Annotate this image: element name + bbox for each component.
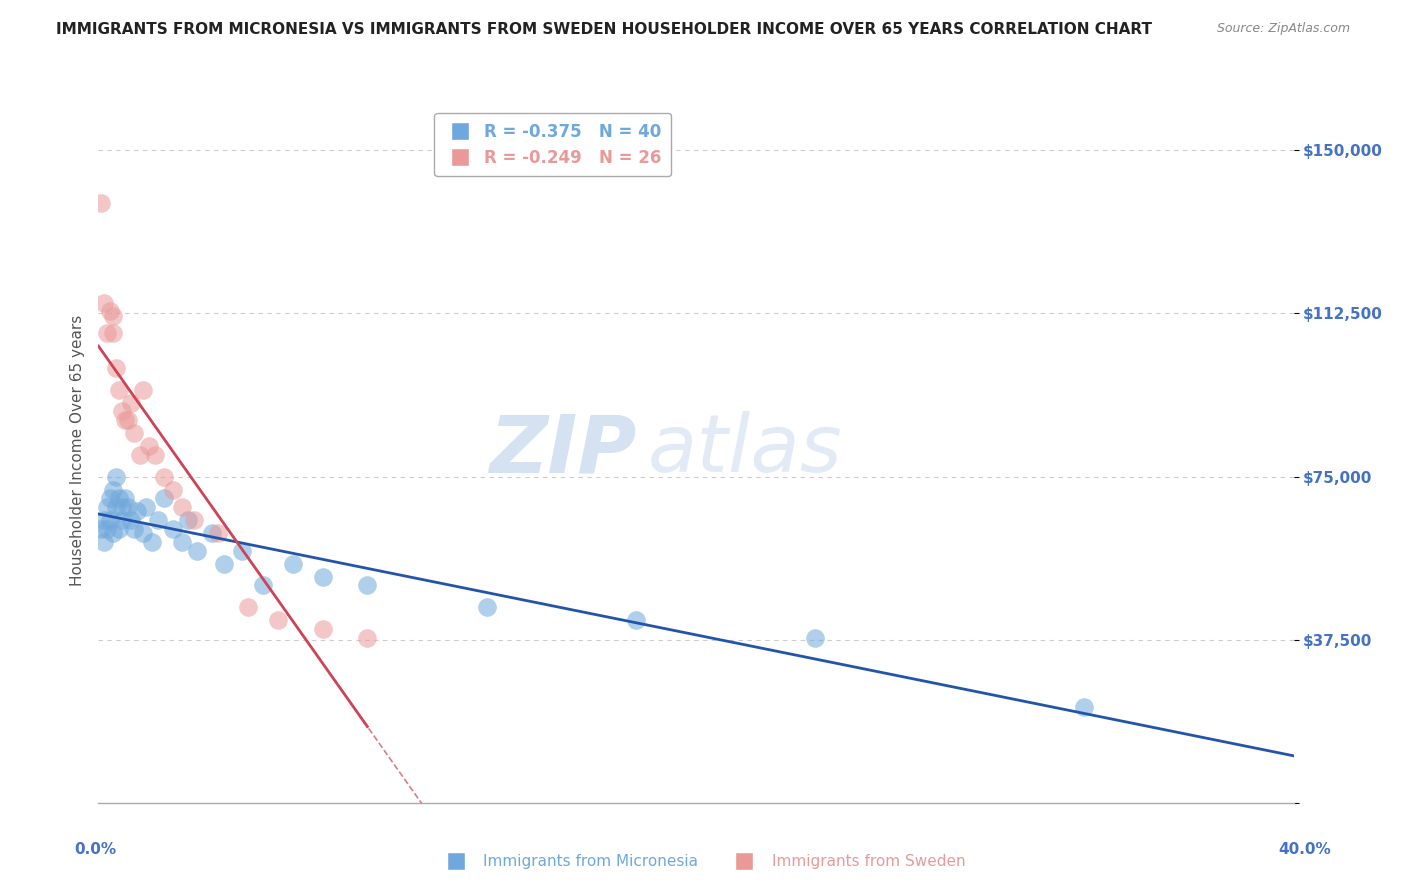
Point xyxy=(120,395,142,409)
Point xyxy=(114,491,136,506)
Point xyxy=(148,513,170,527)
Point xyxy=(98,491,122,506)
Point xyxy=(162,483,184,497)
Point xyxy=(172,534,194,549)
Point xyxy=(98,304,122,318)
Point xyxy=(117,500,139,514)
Point xyxy=(281,557,304,571)
Point xyxy=(129,448,152,462)
Point xyxy=(177,513,200,527)
Point xyxy=(132,526,155,541)
Point xyxy=(98,513,122,527)
Point xyxy=(804,631,827,645)
Point xyxy=(96,326,118,340)
Point xyxy=(207,526,229,541)
Point xyxy=(108,491,131,506)
Text: atlas: atlas xyxy=(648,411,844,490)
Point xyxy=(356,578,378,592)
Point xyxy=(231,543,253,558)
Point xyxy=(132,383,155,397)
Point xyxy=(138,439,160,453)
Point xyxy=(626,613,648,627)
Point xyxy=(111,500,134,514)
Point xyxy=(108,383,131,397)
Text: ZIP: ZIP xyxy=(489,411,637,490)
Point xyxy=(153,469,176,483)
Point xyxy=(1073,700,1095,714)
Text: IMMIGRANTS FROM MICRONESIA VS IMMIGRANTS FROM SWEDEN HOUSEHOLDER INCOME OVER 65 : IMMIGRANTS FROM MICRONESIA VS IMMIGRANTS… xyxy=(56,22,1153,37)
Point xyxy=(124,522,146,536)
Point xyxy=(124,425,146,440)
Point xyxy=(120,513,142,527)
Point xyxy=(356,631,378,645)
Point xyxy=(93,295,115,310)
Point xyxy=(103,326,125,340)
Point xyxy=(111,513,134,527)
Point xyxy=(311,622,333,636)
Y-axis label: Householder Income Over 65 years: Householder Income Over 65 years xyxy=(69,315,84,586)
Point xyxy=(252,578,274,592)
Point xyxy=(96,500,118,514)
Legend: R = -0.375   N = 40, R = -0.249   N = 26: R = -0.375 N = 40, R = -0.249 N = 26 xyxy=(434,113,671,177)
Text: Source: ZipAtlas.com: Source: ZipAtlas.com xyxy=(1216,22,1350,36)
Text: 0.0%: 0.0% xyxy=(75,842,117,856)
Point xyxy=(105,360,128,375)
Point xyxy=(127,504,149,518)
Point xyxy=(143,448,166,462)
Point xyxy=(96,522,118,536)
Point xyxy=(311,569,333,583)
Point xyxy=(114,413,136,427)
Point xyxy=(212,557,235,571)
Point xyxy=(183,513,205,527)
Point xyxy=(108,522,131,536)
Point xyxy=(103,483,125,497)
Text: 40.0%: 40.0% xyxy=(1278,842,1331,856)
Point xyxy=(475,600,498,615)
Point xyxy=(141,534,163,549)
Point xyxy=(105,500,128,514)
Point xyxy=(93,513,115,527)
Point xyxy=(90,195,112,210)
Legend: Immigrants from Micronesia, Immigrants from Sweden: Immigrants from Micronesia, Immigrants f… xyxy=(434,848,972,875)
Point xyxy=(93,534,115,549)
Point xyxy=(111,404,134,418)
Point xyxy=(103,309,125,323)
Point xyxy=(172,500,194,514)
Point xyxy=(117,413,139,427)
Point xyxy=(201,526,224,541)
Point xyxy=(135,500,157,514)
Point xyxy=(162,522,184,536)
Point xyxy=(236,600,259,615)
Point xyxy=(105,469,128,483)
Point xyxy=(90,522,112,536)
Point xyxy=(186,543,208,558)
Point xyxy=(267,613,290,627)
Point xyxy=(103,526,125,541)
Point xyxy=(153,491,176,506)
